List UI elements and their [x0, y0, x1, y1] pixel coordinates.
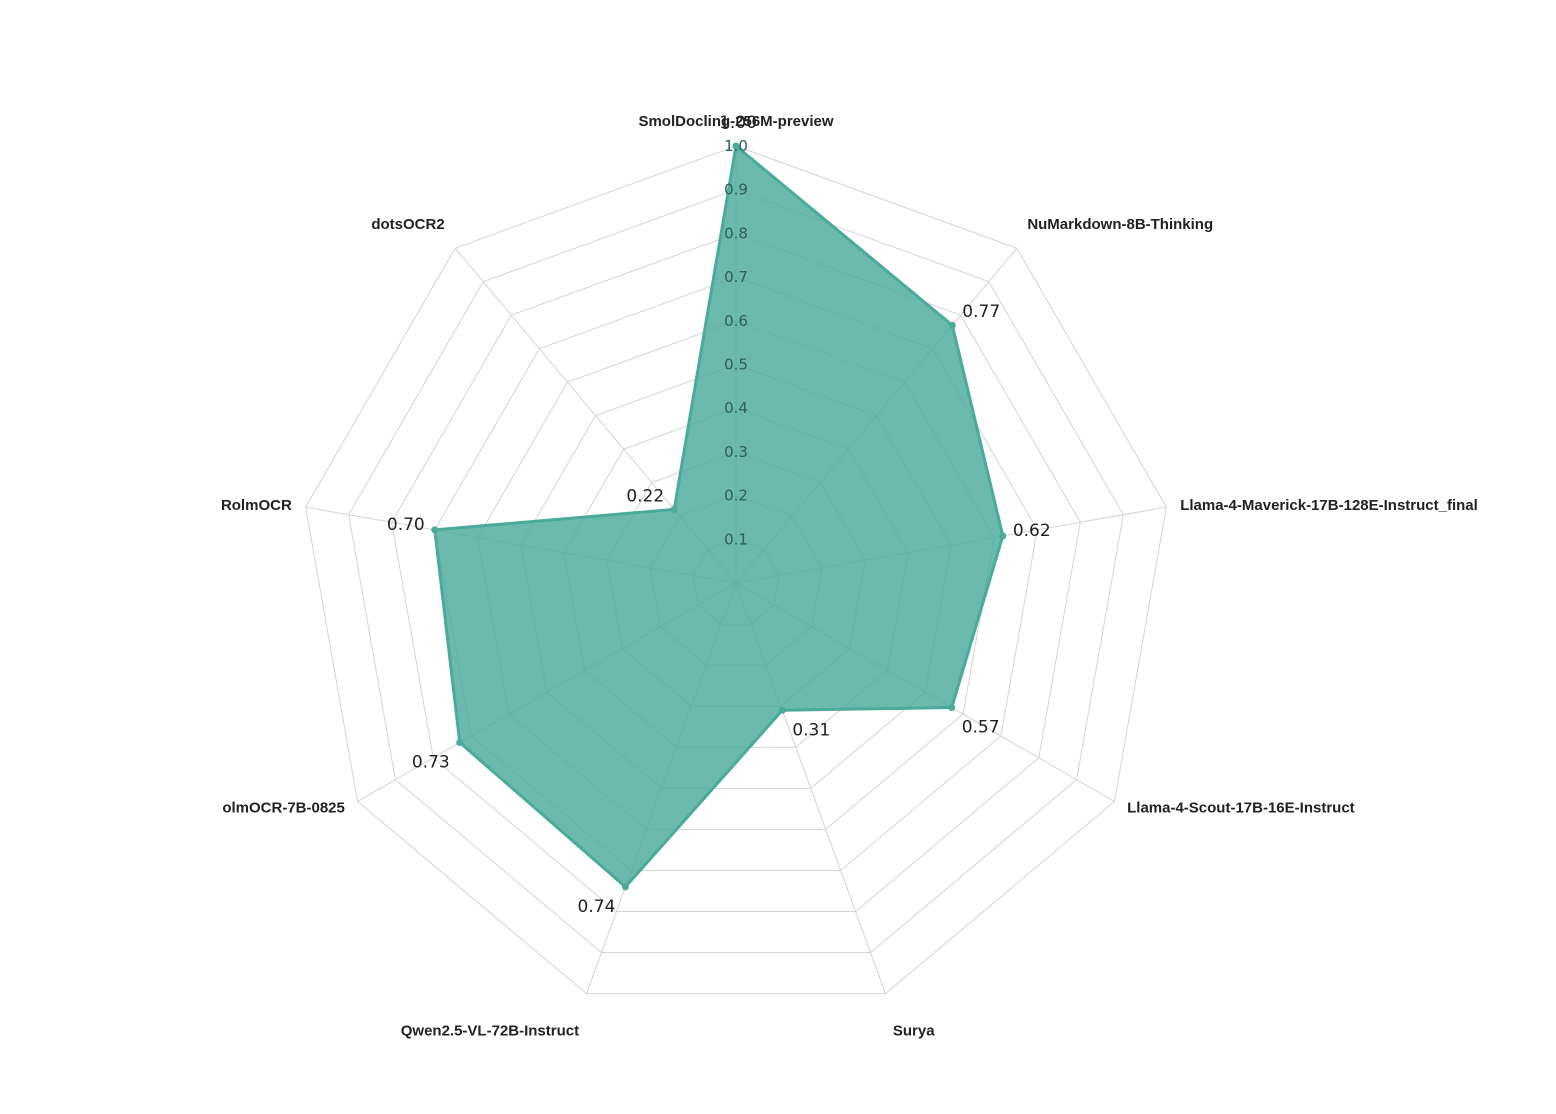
- radial-tick-label: 0.7: [724, 268, 748, 286]
- radial-tick-label: 0.4: [724, 399, 748, 417]
- radial-tick-label: 0.9: [724, 181, 748, 199]
- grid-ring: [434, 276, 1038, 871]
- radial-tick-label: 0.1: [724, 530, 748, 548]
- category-label: SmolDocling-256M-preview: [638, 113, 833, 130]
- category-label: Llama-4-Scout-17B-16E-Instruct: [1127, 800, 1355, 817]
- data-value-label: 0.31: [792, 720, 830, 740]
- data-value-label: 0.74: [578, 897, 616, 917]
- data-area-layer: [431, 142, 1007, 891]
- data-point: [948, 321, 956, 329]
- data-value-label: 0.57: [962, 718, 1000, 738]
- data-point: [670, 505, 678, 513]
- data-point: [456, 739, 464, 747]
- category-label: olmOCR-7B-0825: [222, 800, 345, 817]
- radial-tick-label: 0.5: [724, 356, 748, 374]
- grid-ring: [348, 189, 1124, 954]
- radial-tick-label: 1.0: [724, 137, 748, 155]
- category-label: Qwen2.5-VL-72B-Instruct: [401, 1023, 579, 1040]
- category-label: NuMarkdown-8B-Thinking: [1027, 216, 1213, 233]
- category-label: Surya: [893, 1023, 935, 1040]
- data-value-label: 0.70: [387, 515, 425, 535]
- label-layer: 1.00 0.77 0.62 0.57 0.31 0.74 0.73 0.70 0.22 Smol…: [221, 113, 1478, 1040]
- data-value-label: 0.77: [962, 302, 1000, 322]
- data-value-label: 0.62: [1013, 521, 1051, 541]
- grid-ring: [391, 232, 1081, 913]
- data-point: [948, 704, 956, 712]
- radial-tick-label: 0.8: [724, 224, 748, 242]
- data-point: [778, 706, 786, 714]
- radial-tick-label: 0.6: [724, 312, 748, 330]
- radial-tick-label: 0.2: [724, 487, 748, 505]
- data-value-label: 1.00: [719, 113, 757, 133]
- radial-tick-label: 0.3: [724, 443, 748, 461]
- category-label: Llama-4-Maverick-17B-128E-Instruct_final: [1180, 497, 1478, 514]
- series-area: [433, 144, 1005, 889]
- category-label: RolmOCR: [221, 497, 292, 514]
- data-point: [732, 142, 740, 150]
- category-label: dotsOCR2: [371, 216, 444, 233]
- data-point: [431, 526, 439, 534]
- data-value-label: 0.22: [626, 486, 664, 506]
- data-value-label: 0.73: [412, 753, 450, 773]
- data-point: [621, 883, 629, 891]
- grid-ring: [305, 145, 1167, 995]
- radial-tick-layer: 0.1 0.2 0.3 0.4 0.5 0.6 0.7 0.8 0.9 1.0: [724, 137, 748, 548]
- data-point: [999, 532, 1007, 540]
